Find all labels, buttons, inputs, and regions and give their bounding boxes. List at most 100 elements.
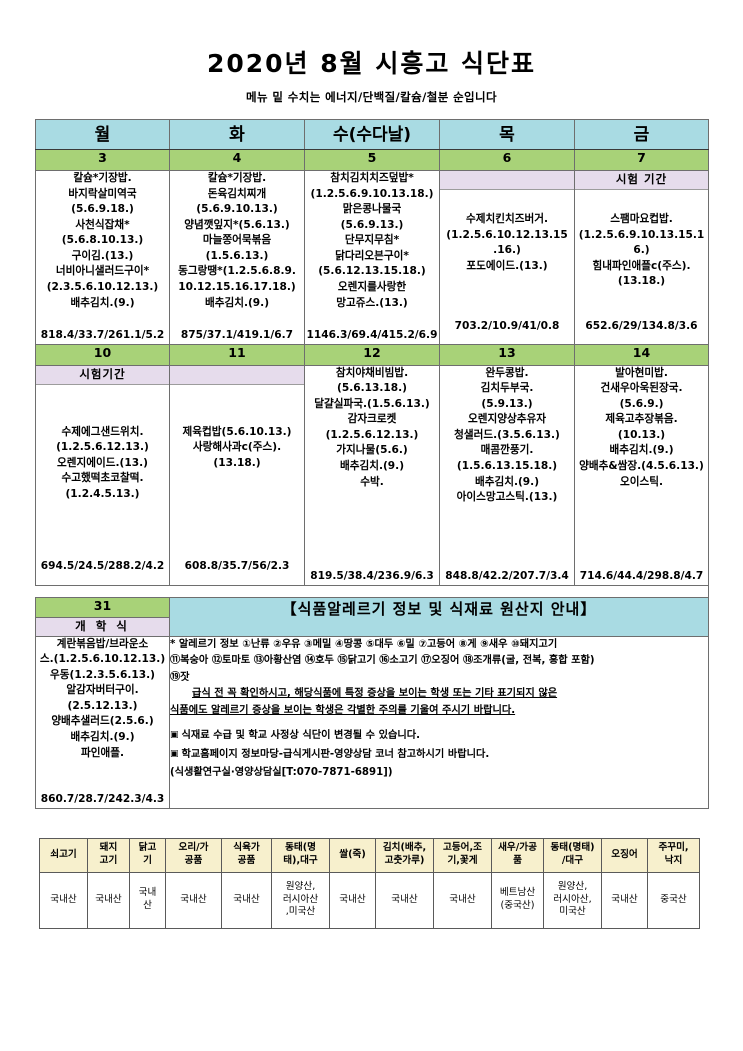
origin-header-line: 오리/가 <box>178 842 209 854</box>
origin-header-line: 닭고 <box>138 842 157 854</box>
origin-header-line: 동태(명태) <box>550 842 595 854</box>
menu-line: 너비아니샐러드구이* <box>55 265 150 278</box>
exam-period-label-week1: 시험 기간 <box>575 171 708 190</box>
origin-value-line: 러시아산, <box>553 893 592 905</box>
origin-value-line: 국내 <box>138 887 157 899</box>
origin-header-line: 돼지 <box>99 842 118 854</box>
week2-menu-row: 시험기간 수제에그샌드위치. (1.2.5.6.12.13.) 오렌지에이드.(13… <box>35 364 709 586</box>
menu-line: 사천식잡채* <box>75 218 130 231</box>
origin-header-line: 기,꽃게 <box>447 855 478 867</box>
origin-value-line: 국내산 <box>611 893 638 905</box>
origin-value-line: 국내산 <box>95 893 122 905</box>
menu-line: (13.18.) <box>617 275 666 288</box>
menu-line: (5.6.9.10.13.) <box>196 203 278 216</box>
menu-items-4: 칼슘*기장밥. 돈육김치찌개 (5.6.9.10.13.) 양념깻잎지*(5.6.13… <box>170 171 304 311</box>
menu-line: 감자크로켓 <box>347 413 397 426</box>
menu-line: 사랑해사과c(주스). <box>192 441 282 454</box>
origin-value-line: 중국산 <box>660 893 687 905</box>
origin-header-cell: 닭고 기 <box>129 837 166 873</box>
notice-line-3: (식생활연구실·영양상담실[T:070-7871-6891]) <box>170 767 393 779</box>
origin-value-line: 산 <box>143 900 152 912</box>
menu-line: 동그랑땡*(1.2.5.6.8.9. <box>178 265 296 278</box>
title-block: 2020년 8월 시흥고 식단표 메뉴 밑 수치는 에너지/단백질/칼슘/철분 … <box>35 0 708 105</box>
open-ceremony-label: 개 학 식 <box>35 616 170 637</box>
origin-header-line: 쇠고기 <box>50 848 77 860</box>
menu-line: 마늘쫑어묵볶음 <box>202 234 272 247</box>
menu-line: 10.12.15.16.17.18.) <box>178 280 296 293</box>
origin-header-line: 오징어 <box>611 848 638 860</box>
origin-header-cell: 돼지 고기 <box>87 837 130 873</box>
origin-header-cell: 동태(명태)/대구 <box>543 837 602 873</box>
menu-line: 오렌지에이드.(13.) <box>57 456 148 469</box>
origin-header-cell: 쌀(죽) <box>329 837 376 873</box>
origin-value-cell: 원양산,러시아산,미국산 <box>271 871 330 929</box>
menu-line: (2.5.12.13.) <box>67 699 138 712</box>
menu-line: 단무지무침* <box>344 234 400 247</box>
date-14: 14 <box>574 343 709 366</box>
menu-line: 수고했떡초코찰떡. <box>61 472 144 485</box>
menu-line: 힘내파인애플c(주스). <box>592 259 691 272</box>
day31-event-row: 개 학 식 <box>35 616 709 637</box>
menu-cell-5: 참치김치치즈덮밥* (1.2.5.6.9.10.13.18.) 맑은콩나물국 (5.6… <box>304 170 440 345</box>
origin-header-line: 태),대구 <box>283 855 318 867</box>
menu-line: 배추김치.(9.) <box>474 475 540 488</box>
meal-plan-page: 2020년 8월 시흥고 식단표 메뉴 밑 수치는 에너지/단백질/칼슘/철분 … <box>35 0 709 929</box>
date-6: 6 <box>439 149 575 171</box>
menu-line: .16.) <box>493 244 521 257</box>
menu-cell-3: 칼슘*기장밥. 바지락살미역국 (5.6.9.18.) 사천식잡채* (5.6.8.10… <box>35 170 170 345</box>
date-5: 5 <box>304 149 440 171</box>
origin-value-line: (중국산) <box>500 900 535 912</box>
nutrition-5: 1146.3/69.4/415.2/6.9 <box>306 329 438 342</box>
menu-line: 청샐러드.(3.5.6.13.) <box>454 428 560 441</box>
nutrition-3: 818.4/33.7/261.1/5.2 <box>40 329 165 342</box>
menu-line: 파인애플. <box>80 746 124 759</box>
nutrition-11: 608.8/35.7/56/2.3 <box>184 560 290 573</box>
origin-value-cell: 국내산 <box>165 871 222 929</box>
nutrition-6: 703.2/10.9/41/0.8 <box>454 320 560 333</box>
menu-line: (1.5.6.13.15.18.) <box>456 460 558 472</box>
origin-header-line: 동태(명 <box>285 842 316 854</box>
week1-date-row: 3 4 5 6 7 <box>35 149 709 171</box>
menu-line: 스.(1.2.5.6.10.12.13.) <box>39 653 166 666</box>
dow-wed: 수(수다날) <box>304 119 440 150</box>
origin-header-row: 쇠고기 돼지 고기 닭고 기 오리/가 공품 식육가 공품 동태(명 태),대구 쌀(죽)… <box>39 837 700 873</box>
dow-fri: 금 <box>574 119 709 150</box>
bullet-square-icon: ▣ <box>170 748 179 759</box>
origin-header-line: 고등어,조 <box>443 842 482 854</box>
menu-line: (5.6.8.10.13.) <box>61 234 144 247</box>
week1-menu-row: 칼슘*기장밥. 바지락살미역국 (5.6.9.18.) 사천식잡채* (5.6.8.10… <box>35 170 709 345</box>
week2-date-row: 10 11 12 13 14 <box>35 343 709 366</box>
origin-header-line: 식육가 <box>233 842 260 854</box>
menu-cell-6: 수제치킨치즈버거. (1.2.5.6.10.12.13.15 .16.) 포도에이드.… <box>439 170 575 345</box>
menu-line: 수제에그샌드위치. <box>61 425 144 438</box>
nutrition-4: 875/37.1/419.1/6.7 <box>180 329 294 342</box>
blank-cell <box>304 585 440 598</box>
nutrition-14: 714.6/44.4/298.8/4.7 <box>579 570 704 583</box>
blank-cell <box>169 585 305 598</box>
menu-line: 오이스틱. <box>619 475 663 488</box>
origin-header-line: 기 <box>143 855 152 867</box>
menu-line: 김치두부국. <box>480 382 534 395</box>
menu-line: (1.2.5.6.10.12.13.15 <box>446 228 568 241</box>
menu-line: (5.6.9.18.) <box>71 203 134 216</box>
origin-header-line: 김치(배추, <box>382 842 427 854</box>
menu-line: 맑은콩나물국 <box>342 203 402 216</box>
origin-value-cell: 원양산,러시아산,미국산 <box>543 871 602 929</box>
origin-header-line: 새우/가공 <box>498 842 537 854</box>
menu-line: 달걀실파국.(1.5.6.13.) <box>314 397 430 410</box>
origin-header-line: 주꾸미, <box>658 842 689 854</box>
menu-line: 매콤깐풍기. <box>480 444 534 457</box>
exam-period-label-week2: 시험기간 <box>36 365 169 385</box>
menu-line: 제육컵밥(5.6.10.13.) <box>182 425 292 438</box>
origin-value-line: 국내산 <box>233 893 260 905</box>
origin-header-line: 공품 <box>184 855 203 867</box>
blank-cell <box>439 585 575 598</box>
menu-line: 건새우아욱된장국. <box>600 382 683 395</box>
menu-line: (1.5.6.13.) <box>205 249 269 262</box>
menu-line: 돈육김치찌개 <box>207 187 267 200</box>
menu-items-6: 수제치킨치즈버거. (1.2.5.6.10.12.13.15 .16.) 포도에이드.… <box>442 212 572 274</box>
origin-header-line: 공품 <box>237 855 256 867</box>
origin-value-line: 국내산 <box>449 893 476 905</box>
blank-separator-row <box>35 584 709 598</box>
menu-items-3: 칼슘*기장밥. 바지락살미역국 (5.6.9.18.) 사천식잡채* (5.6.8.10… <box>36 171 169 311</box>
